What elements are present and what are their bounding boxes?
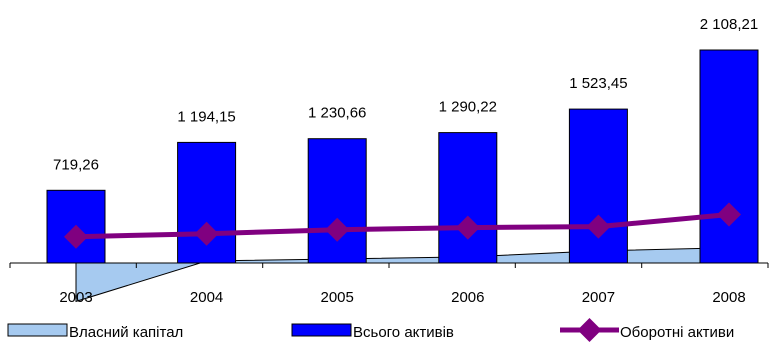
data-label-2005: 1 230,66 [308,105,366,122]
x-tick-label-2006: 2006 [451,289,484,306]
data-label-2003: 719,26 [53,156,99,173]
legend-label-current-assets: Оборотні активи [620,324,734,341]
x-axis [9,262,769,268]
bar-2006 [438,132,498,264]
line-marker-2005 [325,217,350,242]
x-tick-label-2003: 2003 [59,289,92,306]
legend-swatch-total-assets [291,323,352,337]
total-assets-bar-layer [46,49,759,264]
data-label-layer: 719,26 1 194,15 1 230,66 1 290,22 1 523,45 2 … [53,16,758,173]
current-assets-line-layer [64,202,741,249]
line-marker-2007 [586,214,611,239]
equity-area [75,247,730,303]
bar-2008 [699,49,759,264]
data-label-2006: 1 290,22 [439,99,497,116]
line-marker-2008 [717,202,741,227]
legend: Власний капітал Всього активів Оборотні ак… [7,318,734,342]
x-tick-label-2008: 2008 [712,289,745,306]
data-label-2007: 1 523,45 [569,75,627,92]
legend-label-equity: Власний капітал [69,324,183,341]
x-tick-label-layer: 2003 2004 2005 2006 2007 2008 [59,289,745,306]
equity-area-layer [75,247,730,303]
x-tick-label-2004: 2004 [190,289,223,306]
data-label-2004: 1 194,15 [177,108,235,125]
line-marker-2004 [194,221,219,246]
data-label-2008: 2 108,21 [700,16,758,33]
x-tick-label-2005: 2005 [321,289,354,306]
legend-marker-current-assets [577,318,602,342]
x-tick-label-2007: 2007 [582,289,615,306]
bar-2007 [568,108,628,264]
current-assets-line [75,212,730,240]
legend-swatch-equity [7,323,68,337]
bar-2005 [307,138,367,264]
line-marker-2003 [64,224,88,249]
line-marker-2006 [455,215,480,240]
legend-label-total-assets: Всього активів [353,324,454,341]
